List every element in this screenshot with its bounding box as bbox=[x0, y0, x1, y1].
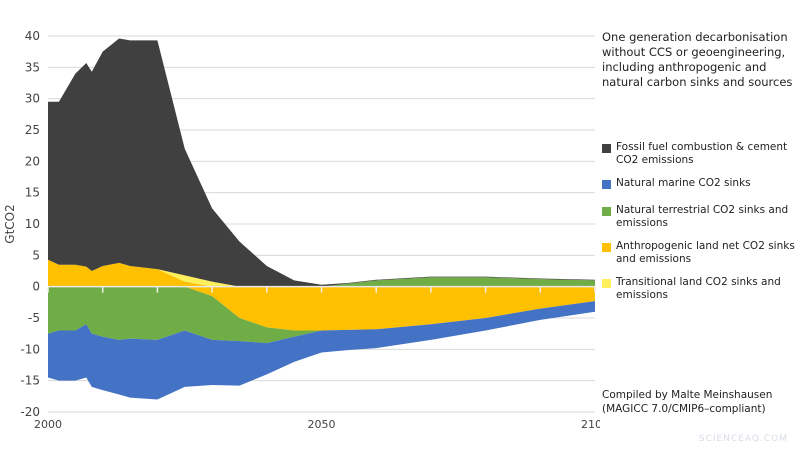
area-anthropogenic-land bbox=[48, 259, 595, 287]
legend-item: Anthropogenic land net CO2 sinks and emi… bbox=[602, 240, 798, 266]
y-tick-label: -15 bbox=[20, 374, 40, 388]
y-tick-label: 35 bbox=[25, 60, 40, 74]
legend-swatch bbox=[602, 279, 611, 288]
y-tick-label: 30 bbox=[25, 92, 40, 106]
legend-label: Natural terrestrial CO2 sinks and emissi… bbox=[616, 204, 789, 229]
y-tick-label: 15 bbox=[25, 186, 40, 200]
legend-item: Transitional land CO2 sinks and emission… bbox=[602, 276, 798, 302]
legend-swatch bbox=[602, 180, 611, 189]
legend-label: Fossil fuel combustion & cement CO2 emis… bbox=[616, 141, 788, 166]
area-transitional-land bbox=[48, 259, 595, 287]
area-chart: -20 -15 -10 -5 0 5 10 15 20 25 30 35 40 2000 2050 2100 G… bbox=[3, 29, 600, 431]
legend-label: Transitional land CO2 sinks and emission… bbox=[616, 276, 781, 301]
x-tick-label: 2100 bbox=[581, 418, 600, 431]
y-tick-label: 5 bbox=[32, 248, 40, 262]
legend-label: Anthropogenic land net CO2 sinks and emi… bbox=[616, 240, 795, 265]
annotation: Compiled by Malte Meinshausen (MAGICC 7.… bbox=[602, 389, 773, 415]
area-natural-marine bbox=[48, 301, 595, 400]
y-tick-label: -10 bbox=[20, 342, 40, 356]
y-tick-label: -20 bbox=[20, 405, 40, 419]
legend-swatch bbox=[602, 243, 611, 252]
y-tick-label: -5 bbox=[28, 311, 40, 325]
area-natural-terrestrial bbox=[48, 286, 595, 344]
legend-swatch bbox=[602, 144, 611, 153]
x-tick-label: 2000 bbox=[34, 418, 62, 431]
area-natural-terrestrial bbox=[48, 277, 595, 287]
area-anthropogenic-land bbox=[48, 286, 595, 331]
area-fossil-fuel bbox=[48, 38, 595, 287]
y-tick-label: 20 bbox=[25, 154, 40, 168]
y-axis-label: GtCO2 bbox=[3, 204, 17, 243]
y-tick-label: 0 bbox=[32, 280, 40, 294]
y-tick-label: 40 bbox=[25, 29, 40, 43]
legend-item: Fossil fuel combustion & cement CO2 emis… bbox=[602, 141, 798, 167]
y-tick-label: 25 bbox=[25, 123, 40, 137]
chart-title: One generation decarbonisation without C… bbox=[602, 30, 793, 89]
watermark: SCIENCEAQ.COM bbox=[698, 434, 788, 444]
legend-item: Natural terrestrial CO2 sinks and emissi… bbox=[602, 204, 798, 230]
x-tick-label: 2050 bbox=[308, 418, 336, 431]
legend-item: Natural marine CO2 sinks bbox=[602, 177, 798, 190]
legend-swatch bbox=[602, 207, 611, 216]
legend-label: Natural marine CO2 sinks bbox=[616, 177, 751, 189]
y-tick-label: 10 bbox=[25, 217, 40, 231]
